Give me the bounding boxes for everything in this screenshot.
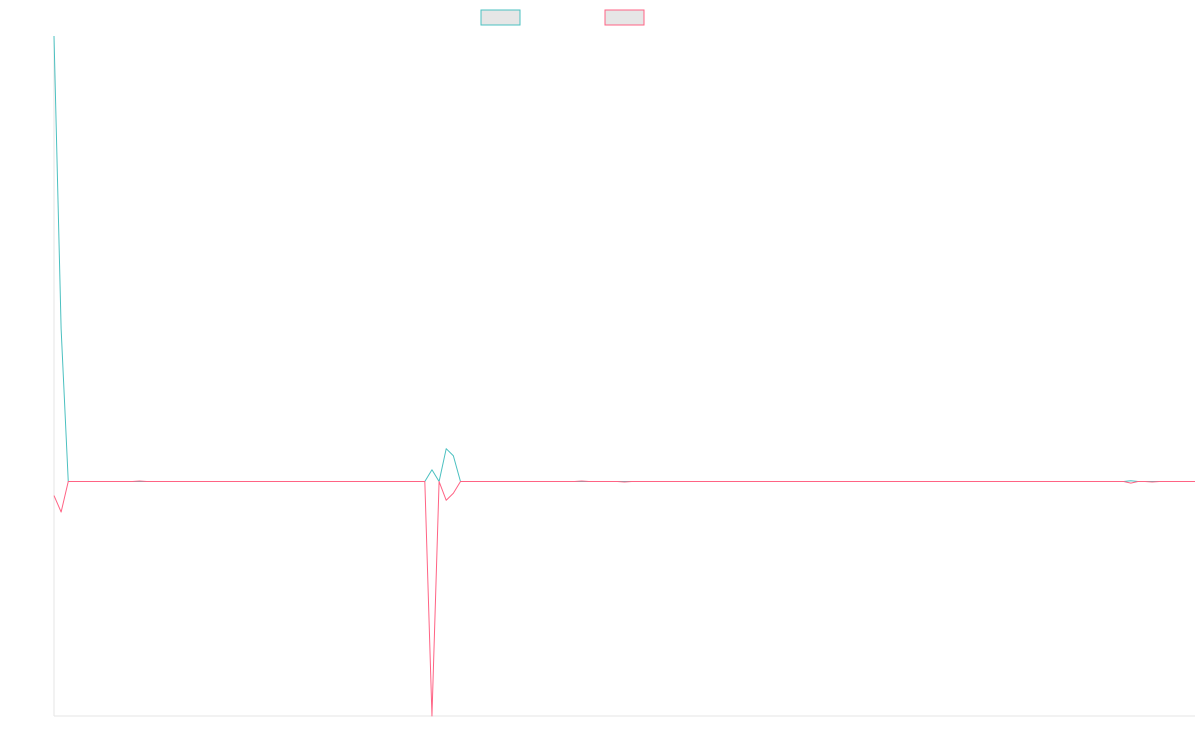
legend-item-2[interactable] bbox=[604, 9, 645, 26]
series-line-1 bbox=[53, 35, 1195, 483]
plot-area bbox=[53, 35, 1195, 717]
axes bbox=[53, 36, 1195, 717]
legend-swatch-2[interactable] bbox=[604, 9, 645, 26]
legend-swatch-1[interactable] bbox=[480, 9, 521, 26]
legend-item-1[interactable] bbox=[480, 9, 521, 26]
legend[interactable] bbox=[480, 9, 645, 26]
series-line-2 bbox=[53, 480, 1195, 717]
